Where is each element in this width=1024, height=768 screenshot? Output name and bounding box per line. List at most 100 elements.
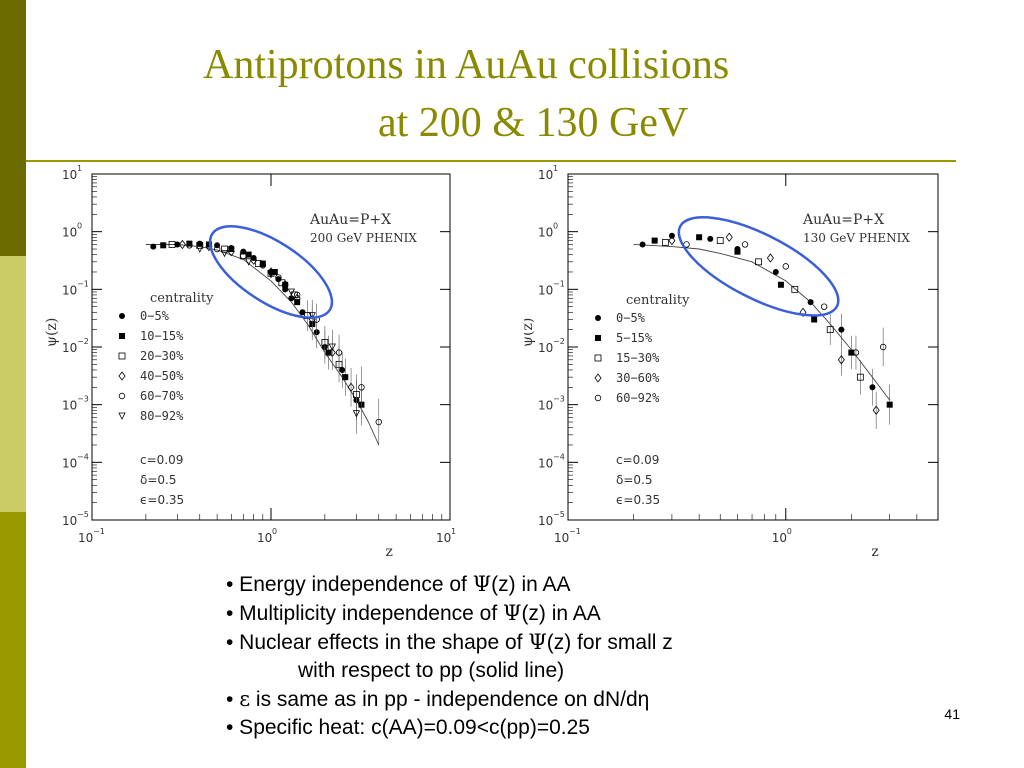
y-tick-exponent: −3	[77, 395, 89, 404]
data-point	[278, 279, 286, 287]
y-tick-label: 10	[62, 283, 77, 297]
y-axis-label: ψ(z)	[44, 318, 60, 347]
bullet-nuclear-effects-continued: with respect to pp (solid line)	[298, 659, 565, 682]
y-tick-label: 10	[62, 514, 77, 528]
data-point	[639, 241, 646, 248]
y-tick-label: 10	[538, 456, 553, 470]
data-point	[254, 260, 262, 267]
data-point	[281, 280, 289, 290]
data-point	[168, 241, 176, 248]
data-point	[227, 246, 235, 257]
data-point	[228, 246, 235, 253]
data-point	[852, 349, 860, 356]
legend-entry: 60−92%	[616, 391, 660, 405]
y-tick-exponent: −2	[553, 337, 565, 346]
y-tick-label: 10	[538, 514, 553, 528]
y-tick-label: 10	[538, 341, 553, 355]
series-2	[661, 237, 864, 395]
data-point	[174, 241, 181, 248]
slide-title-line1: Antiprotons in AuAu collisions	[203, 42, 730, 88]
series-3	[178, 239, 355, 407]
data-point	[811, 316, 818, 323]
legend-entry: 30−60%	[616, 371, 660, 385]
data-point	[869, 384, 876, 391]
legend-entry: 60−70%	[140, 389, 184, 403]
parameter-label: δ=0.5	[140, 473, 176, 487]
data-point	[352, 410, 361, 418]
x-tick-exponent: 0	[787, 527, 792, 536]
y-tick-exponent: 0	[77, 222, 82, 231]
data-point	[259, 262, 267, 269]
legend-marker	[118, 352, 126, 360]
x-tick-label: 10	[78, 531, 93, 545]
y-tick-label: 10	[538, 168, 553, 182]
series-4	[683, 241, 887, 370]
data-point	[325, 349, 332, 356]
y-tick-label: 10	[62, 168, 77, 182]
bullet-epsilon: • ε is same as in pp - independence on d…	[226, 687, 650, 711]
data-point	[150, 243, 157, 250]
y-tick-label: 10	[538, 226, 553, 240]
legend-entry: 80−92%	[140, 409, 184, 423]
y-tick-exponent: −1	[77, 279, 89, 288]
energy-label: 200 GeV PHENIX	[310, 231, 417, 245]
y-tick-exponent: −2	[77, 337, 89, 346]
data-point	[696, 234, 703, 241]
data-point	[259, 260, 266, 267]
data-point	[661, 239, 669, 246]
data-point	[651, 237, 658, 244]
reaction-label: AuAu=P+X	[802, 212, 884, 228]
y-tick-label: 10	[62, 226, 77, 240]
data-point	[196, 241, 204, 249]
reaction-label: AuAu=P+X	[309, 212, 391, 228]
x-tick-exponent: 1	[451, 527, 456, 536]
x-tick-exponent: 0	[272, 527, 277, 536]
data-point	[196, 245, 204, 253]
legend-marker	[119, 333, 125, 339]
data-point	[837, 355, 845, 365]
data-point	[186, 242, 193, 249]
plot-frame	[91, 173, 451, 521]
y-tick-label: 10	[538, 283, 553, 297]
data-point	[308, 312, 316, 320]
series-1	[651, 234, 893, 425]
legend-entry: 20−30%	[140, 349, 184, 363]
highlight-ellipse	[208, 225, 334, 319]
legend-marker	[118, 392, 126, 400]
data-point	[848, 349, 855, 356]
y-tick-exponent: 1	[553, 164, 558, 173]
y-axis-label: ψ(z)	[524, 318, 536, 347]
slide-title-line2: at 200 & 130 GeV	[378, 100, 689, 146]
data-point	[772, 268, 779, 275]
legend-marker	[594, 394, 602, 402]
page-number: 41	[944, 706, 960, 722]
data-point	[755, 258, 762, 266]
data-point	[725, 232, 733, 242]
data-point	[807, 299, 814, 306]
data-point	[328, 343, 336, 351]
data-point	[838, 326, 845, 333]
parameter-label: c=0.09	[140, 453, 183, 467]
energy-label: 130 GeV PHENIX	[803, 231, 910, 245]
data-point	[799, 307, 807, 317]
data-point	[707, 235, 714, 242]
data-point	[275, 274, 282, 281]
data-point	[160, 242, 167, 249]
data-point	[250, 254, 257, 261]
legend-marker	[595, 315, 601, 321]
data-point	[879, 343, 887, 351]
legend-marker	[119, 313, 125, 319]
data-point	[820, 303, 828, 310]
data-point	[213, 245, 221, 253]
data-point	[186, 240, 193, 247]
y-tick-exponent: 0	[553, 222, 558, 231]
data-point	[339, 366, 346, 373]
data-point	[375, 418, 382, 426]
data-point	[244, 258, 253, 266]
parameter-label: ϵ=0.35	[616, 493, 660, 507]
x-tick-label: 10	[772, 531, 787, 545]
bullet-list: • Energy independence of Ψ(z) in AA • Mu…	[226, 570, 673, 742]
y-tick-exponent: 1	[77, 164, 82, 173]
x-tick-exponent: −1	[93, 527, 105, 536]
data-point	[347, 382, 355, 392]
